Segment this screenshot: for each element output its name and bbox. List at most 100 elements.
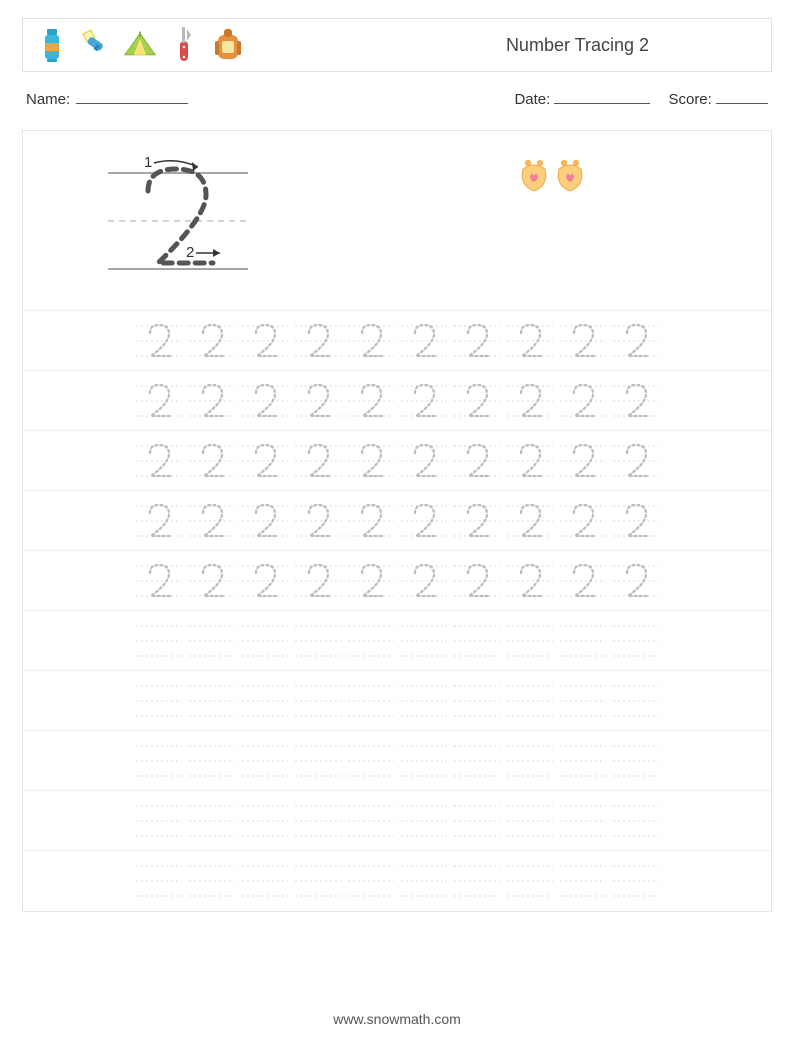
name-blank <box>76 90 188 104</box>
practice-cell <box>450 799 503 843</box>
practice-cell <box>291 859 344 903</box>
practice-cell <box>556 739 609 783</box>
practice-cell <box>609 439 662 483</box>
stroke-label-2: 2 <box>186 244 194 261</box>
practice-cell <box>291 499 344 543</box>
practice-cell <box>344 859 397 903</box>
practice-cell <box>291 799 344 843</box>
date-label: Date: <box>514 91 550 108</box>
practice-cell <box>503 499 556 543</box>
practice-cell <box>503 859 556 903</box>
practice-cell <box>132 499 185 543</box>
practice-row <box>23 311 771 371</box>
practice-cell <box>238 559 291 603</box>
practice-cell <box>185 799 238 843</box>
practice-cell <box>556 679 609 723</box>
practice-cell <box>132 379 185 423</box>
practice-cell <box>503 439 556 483</box>
practice-cell <box>609 799 662 843</box>
practice-cell <box>238 439 291 483</box>
info-row: Name: Date: Score: <box>22 90 772 108</box>
practice-cell <box>291 679 344 723</box>
practice-cell <box>450 319 503 363</box>
practice-cell <box>344 319 397 363</box>
practice-cell <box>185 619 238 663</box>
practice-cell <box>132 619 185 663</box>
practice-cell <box>397 319 450 363</box>
practice-cell <box>556 439 609 483</box>
practice-row <box>23 791 771 851</box>
practice-cell <box>185 859 238 903</box>
practice-cell <box>397 679 450 723</box>
practice-cell <box>344 499 397 543</box>
practice-cell <box>344 379 397 423</box>
practice-cell <box>397 559 450 603</box>
footer-text: www.snowmath.com <box>0 1011 794 1027</box>
practice-row <box>23 551 771 611</box>
practice-cell <box>397 859 450 903</box>
backpack-icon <box>211 26 245 64</box>
practice-cell <box>556 559 609 603</box>
practice-cell <box>132 739 185 783</box>
practice-cell <box>609 619 662 663</box>
practice-cell <box>450 619 503 663</box>
practice-cell <box>609 739 662 783</box>
practice-cell <box>344 799 397 843</box>
practice-cell <box>556 799 609 843</box>
practice-cell <box>344 679 397 723</box>
thermos-icon <box>35 26 69 64</box>
count-icons <box>333 131 771 310</box>
practice-cell <box>132 559 185 603</box>
practice-cell <box>291 559 344 603</box>
practice-cell <box>503 799 556 843</box>
header-icons <box>35 26 245 64</box>
practice-cell <box>238 619 291 663</box>
practice-cell <box>450 679 503 723</box>
practice-cell <box>238 379 291 423</box>
practice-cell <box>132 679 185 723</box>
practice-cell <box>132 319 185 363</box>
practice-cell <box>344 559 397 603</box>
practice-cell <box>556 619 609 663</box>
practice-row <box>23 611 771 671</box>
practice-cell <box>185 499 238 543</box>
practice-cell <box>503 559 556 603</box>
practice-cell <box>503 319 556 363</box>
practice-cell <box>397 499 450 543</box>
practice-cell <box>238 739 291 783</box>
practice-cell <box>291 319 344 363</box>
practice-cell <box>450 439 503 483</box>
practice-row <box>23 371 771 431</box>
practice-row <box>23 731 771 791</box>
practice-cell <box>450 859 503 903</box>
practice-cell <box>556 859 609 903</box>
name-label: Name: <box>26 91 70 108</box>
practice-cell <box>344 439 397 483</box>
practice-cell <box>291 379 344 423</box>
stroke-label-1: 1 <box>144 154 152 171</box>
bib-icon <box>519 159 549 193</box>
example-number: 1 2 <box>23 131 333 310</box>
practice-cell <box>344 619 397 663</box>
example-row: 1 2 <box>23 131 771 311</box>
practice-cell <box>450 499 503 543</box>
practice-cell <box>556 499 609 543</box>
practice-cell <box>291 439 344 483</box>
practice-cell <box>609 499 662 543</box>
practice-cell <box>397 379 450 423</box>
practice-cell <box>185 379 238 423</box>
practice-cell <box>609 319 662 363</box>
practice-cell <box>397 439 450 483</box>
practice-cell <box>238 679 291 723</box>
practice-cell <box>503 619 556 663</box>
practice-cell <box>132 439 185 483</box>
practice-cell <box>609 679 662 723</box>
practice-cell <box>556 379 609 423</box>
practice-cell <box>503 739 556 783</box>
tent-icon <box>123 26 157 64</box>
practice-cell <box>397 799 450 843</box>
practice-cell <box>450 559 503 603</box>
swiss-knife-icon <box>167 26 201 64</box>
practice-row <box>23 671 771 731</box>
bib-icon <box>555 159 585 193</box>
